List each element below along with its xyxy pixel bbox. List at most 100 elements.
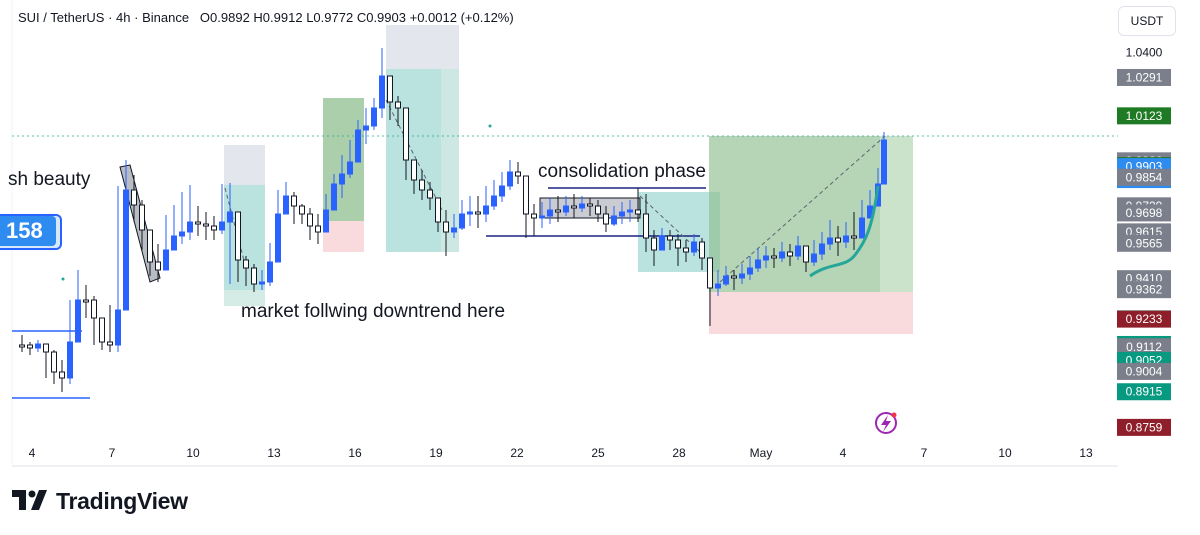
loss-box-5: [709, 292, 913, 334]
candle-body: [451, 227, 457, 233]
candle-body: [19, 344, 25, 348]
price-axis-tag: [1117, 234, 1171, 252]
candle-body: [99, 317, 105, 343]
candle-body: [811, 253, 817, 263]
candle-body: [635, 209, 641, 215]
candle-body: [523, 175, 529, 215]
x-tick-label: 10: [998, 446, 1012, 460]
candle-body: [35, 343, 41, 349]
price-axis-tag: [1117, 338, 1171, 356]
price-axis-tag: [1117, 107, 1171, 125]
candle-body: [603, 213, 609, 225]
candle-body: [155, 261, 161, 271]
annotation-consolidation[interactable]: consolidation phase: [538, 161, 706, 182]
candle-body: [307, 213, 313, 227]
candle-body: [339, 173, 345, 185]
price-axis-label: 0.9854: [1126, 170, 1163, 184]
candle-body: [371, 107, 377, 127]
candle-body: [795, 245, 801, 257]
candle-body: [651, 237, 657, 251]
candle-body: [803, 245, 809, 263]
candle-body: [187, 221, 193, 233]
price-axis-label: 0.9565: [1126, 236, 1163, 250]
symbol-name[interactable]: SUI / TetherUS: [18, 10, 105, 25]
candle-body: [83, 299, 89, 303]
candle-body: [691, 241, 697, 253]
candle-body: [27, 344, 33, 349]
currency-button[interactable]: USDT: [1118, 6, 1176, 36]
candle-body: [139, 204, 145, 231]
tradingview-logo[interactable]: TradingView: [12, 486, 188, 516]
candle-body: [427, 189, 433, 199]
candle-body: [411, 159, 417, 181]
price-axis-tag: [1117, 362, 1171, 380]
candle-body: [587, 203, 593, 207]
candle-body: [779, 251, 785, 259]
open-value: O0.9892: [199, 10, 250, 25]
candle-body: [403, 107, 409, 161]
candle-body: [171, 235, 177, 251]
candle-body: [483, 205, 489, 215]
candle-body: [131, 189, 137, 206]
candle-body: [747, 267, 753, 275]
candle-body: [819, 243, 825, 255]
candle-body: [627, 209, 633, 213]
profit-box-4: [638, 192, 720, 272]
candle-body: [579, 203, 585, 209]
candle-body: [619, 211, 625, 217]
brand-name: TradingView: [56, 487, 188, 514]
candle-body: [235, 211, 241, 261]
candle-body: [659, 235, 665, 251]
exchange-label: Binance: [142, 10, 190, 25]
price-axis-label: 0.9004: [1126, 364, 1163, 378]
annotation-left-text[interactable]: sh beauty: [8, 169, 91, 190]
candle-body: [755, 259, 761, 269]
candle-body: [331, 183, 337, 211]
profit-box-3b: [441, 69, 459, 252]
price-axis-label: 0.9112: [1126, 340, 1162, 354]
candle-body: [51, 351, 57, 373]
candle-body: [43, 343, 49, 353]
price-axis-label: 0.9362: [1126, 283, 1163, 297]
candle-body: [547, 209, 553, 217]
candle-body: [243, 259, 249, 269]
marker-dot-1: [488, 124, 492, 128]
x-tick-label: May: [750, 446, 773, 460]
price-axis-label: 0.9233: [1126, 312, 1163, 326]
high-value: H0.9912: [253, 10, 303, 25]
candle-body: [67, 341, 73, 379]
x-tick-label: 19: [429, 446, 443, 460]
x-tick-label: 13: [267, 446, 281, 460]
candle-body: [387, 75, 393, 103]
symbol-header: SUI / TetherUS · 4h · Binance O0.9892 H0…: [18, 10, 514, 25]
candle-body: [611, 215, 617, 225]
candle-body: [115, 309, 121, 346]
x-tick-label: 4: [840, 446, 847, 460]
x-tick-label: 28: [672, 446, 686, 460]
annotation-downtrend[interactable]: market follwing downtrend here: [241, 301, 506, 322]
candle-body: [219, 221, 225, 231]
candle-body: [859, 217, 865, 239]
candle-body: [507, 171, 513, 187]
interval-label[interactable]: 4h: [116, 10, 131, 25]
price-axis-label: 0.8915: [1126, 385, 1163, 399]
x-tick-label: 4: [29, 446, 36, 460]
candle-body: [259, 281, 265, 285]
annotation-badge[interactable]: 158: [0, 214, 62, 250]
candle-body: [323, 209, 329, 233]
candle-body: [195, 221, 201, 225]
candle-body: [291, 195, 297, 207]
candle-body: [739, 273, 745, 279]
candle-body: [571, 205, 577, 209]
candle-body: [715, 283, 721, 289]
annotation-badge-label: 158: [6, 218, 43, 243]
x-tick-label: 25: [591, 446, 605, 460]
candle-body: [275, 213, 281, 263]
notification-dot: [891, 412, 897, 418]
candle-body: [203, 223, 209, 227]
price-axis-label: 1.0123: [1126, 109, 1163, 123]
candle-body: [163, 249, 169, 271]
price-axis-tag: [1117, 204, 1171, 222]
candle-body: [731, 275, 737, 279]
